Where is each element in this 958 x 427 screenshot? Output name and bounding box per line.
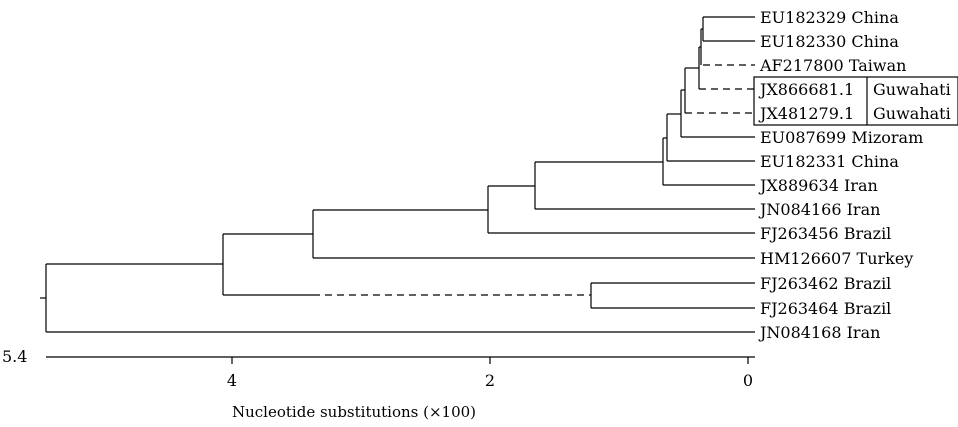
leaf-labels: EU182329 China EU182330 China AF217800 T… xyxy=(758,8,951,342)
leaf-label: JX481279.1 xyxy=(758,104,854,123)
tree-branches xyxy=(40,16,755,333)
leaf-label: JN084166 Iran xyxy=(758,200,880,219)
leaf-label: JN084168 Iran xyxy=(758,323,880,342)
scale-tick-label: 4 xyxy=(227,371,237,390)
leaf-label: FJ263464 Brazil xyxy=(760,299,891,318)
leaf-label: EU182331 China xyxy=(760,152,899,171)
scale-axis-label: Nucleotide substitutions (×100) xyxy=(232,403,476,421)
scale-start-label: 5.4 xyxy=(2,347,27,366)
leaf-label: HM126607 Turkey xyxy=(760,249,913,268)
leaf-label: Guwahati xyxy=(873,80,951,99)
leaf-label: JX889634 Iran xyxy=(758,176,878,195)
scale-tick-label: 0 xyxy=(743,371,753,390)
leaf-label: JX866681.1 xyxy=(758,80,854,99)
leaf-label: Guwahati xyxy=(873,104,951,123)
leaf-label: EU182330 China xyxy=(760,32,899,51)
leaf-label: FJ263456 Brazil xyxy=(760,224,891,243)
leaf-label: AF217800 Taiwan xyxy=(759,56,906,75)
guwahati-highlight-box xyxy=(753,76,958,126)
scale-tick-label: 2 xyxy=(485,371,495,390)
scale-axis: 5.4 4 2 0 Nucleotide substitutions (×100… xyxy=(2,347,755,421)
leaf-label: EU182329 China xyxy=(760,8,899,27)
leaf-label: FJ263462 Brazil xyxy=(760,274,891,293)
leaf-label: EU087699 Mizoram xyxy=(760,128,923,147)
